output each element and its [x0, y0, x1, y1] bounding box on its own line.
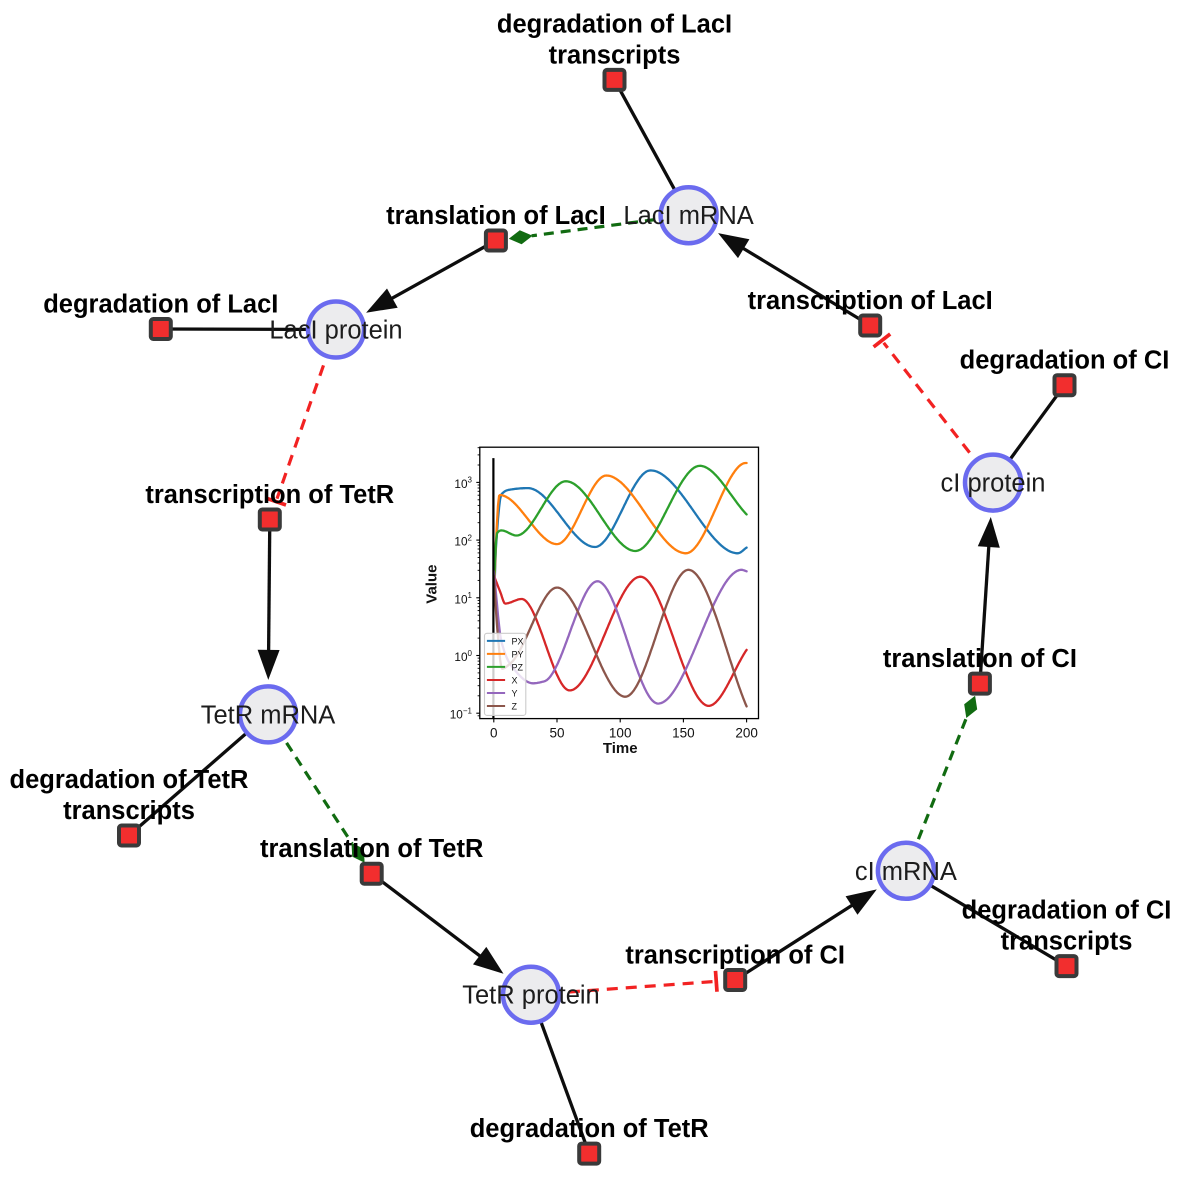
svg-text:transcription of LacI: transcription of LacI: [748, 287, 993, 315]
svg-text:transcription of CI: transcription of CI: [625, 942, 845, 970]
svg-text:150: 150: [672, 725, 695, 740]
svg-text:TetR mRNA: TetR mRNA: [201, 701, 336, 729]
svg-text:transcripts: transcripts: [63, 797, 195, 825]
svg-text:degradation of CI: degradation of CI: [962, 897, 1172, 925]
svg-text:X: X: [512, 676, 518, 686]
svg-text:Y: Y: [512, 689, 518, 699]
svg-text:degradation of LacI: degradation of LacI: [497, 10, 732, 38]
svg-text:degradation of CI: degradation of CI: [960, 347, 1170, 375]
svg-text:cI protein: cI protein: [941, 470, 1046, 498]
svg-text:degradation of LacI: degradation of LacI: [43, 291, 278, 319]
svg-text:200: 200: [735, 725, 758, 740]
svg-text:Time: Time: [603, 740, 638, 757]
svg-text:0: 0: [490, 725, 498, 740]
svg-text:PX: PX: [512, 636, 524, 646]
svg-text:translation of TetR: translation of TetR: [260, 835, 483, 863]
svg-text:transcription of TetR: transcription of TetR: [145, 481, 394, 509]
svg-text:transcripts: transcripts: [1001, 928, 1133, 956]
svg-text:LacI mRNA: LacI mRNA: [623, 202, 753, 230]
svg-text:100: 100: [609, 725, 632, 740]
svg-text:degradation of TetR: degradation of TetR: [470, 1115, 709, 1143]
svg-text:PZ: PZ: [512, 662, 524, 672]
svg-text:PY: PY: [512, 649, 524, 659]
svg-text:Z: Z: [512, 702, 518, 712]
svg-text:translation of LacI: translation of LacI: [386, 202, 606, 230]
svg-text:TetR protein: TetR protein: [462, 982, 600, 1010]
svg-text:LacI protein: LacI protein: [269, 317, 402, 345]
svg-text:translation of CI: translation of CI: [883, 645, 1077, 673]
svg-text:cI mRNA: cI mRNA: [855, 858, 957, 886]
svg-text:50: 50: [549, 725, 564, 740]
svg-text:degradation of TetR: degradation of TetR: [10, 766, 249, 794]
svg-text:Value: Value: [424, 564, 441, 603]
svg-text:transcripts: transcripts: [549, 41, 681, 69]
